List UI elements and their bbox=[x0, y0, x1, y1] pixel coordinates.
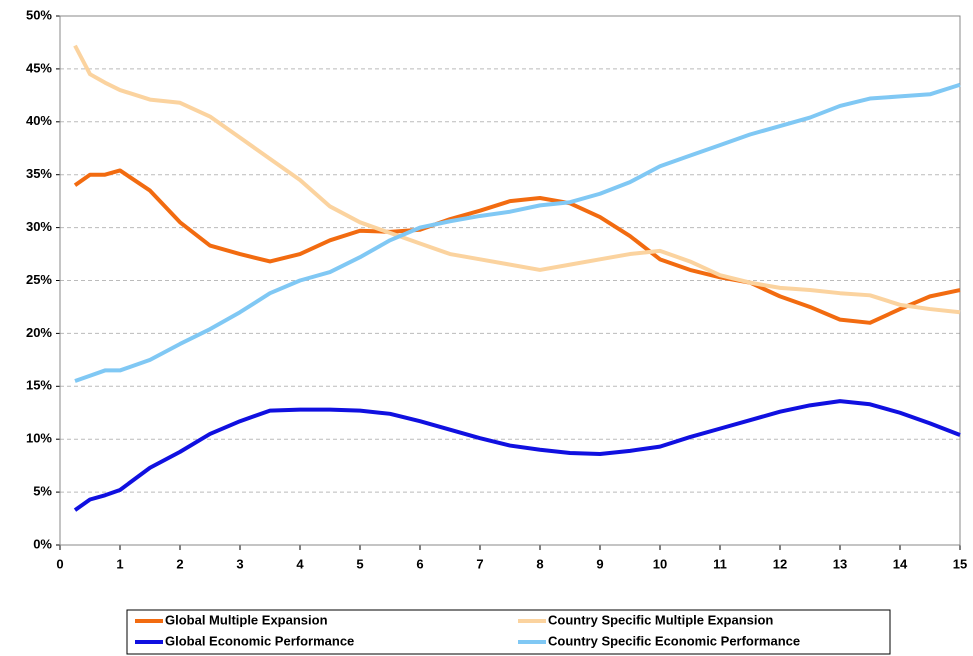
series-line bbox=[73, 44, 961, 315]
legend-box bbox=[126, 609, 891, 655]
x-tick-label: 5 bbox=[356, 556, 363, 571]
series-line bbox=[73, 168, 961, 325]
x-tick-label: 15 bbox=[953, 556, 967, 571]
x-tick-label: 8 bbox=[536, 556, 543, 571]
x-tick-label: 10 bbox=[653, 556, 667, 571]
legend-label: Global Economic Performance bbox=[165, 633, 354, 648]
y-tick-label: 20% bbox=[26, 325, 52, 340]
x-tick-label: 7 bbox=[476, 556, 483, 571]
x-tick-label: 6 bbox=[416, 556, 423, 571]
x-tick-label: 13 bbox=[833, 556, 847, 571]
y-tick-label: 50% bbox=[26, 7, 52, 22]
plot-frame bbox=[59, 15, 961, 546]
x-tick-label: 11 bbox=[713, 556, 727, 571]
x-tick-label: 1 bbox=[116, 556, 123, 571]
x-tick-label: 3 bbox=[236, 556, 243, 571]
y-tick-label: 35% bbox=[26, 166, 52, 181]
x-tick-label: 4 bbox=[296, 556, 304, 571]
y-tick-label: 5% bbox=[33, 484, 52, 499]
y-tick-label: 30% bbox=[26, 219, 52, 234]
legend-label: Country Specific Economic Performance bbox=[548, 633, 800, 648]
x-tick-label: 14 bbox=[893, 556, 908, 571]
y-tick-label: 40% bbox=[26, 113, 52, 128]
x-tick-label: 12 bbox=[773, 556, 787, 571]
y-tick-label: 0% bbox=[33, 536, 52, 551]
y-tick-label: 15% bbox=[26, 378, 52, 393]
y-tick-label: 45% bbox=[26, 60, 52, 75]
y-tick-label: 25% bbox=[26, 272, 52, 287]
legend-label: Global Multiple Expansion bbox=[165, 612, 328, 627]
series-line bbox=[74, 82, 961, 383]
x-tick-label: 9 bbox=[596, 556, 603, 571]
y-tick-label: 10% bbox=[26, 431, 52, 446]
series-line bbox=[73, 399, 961, 512]
x-tick-label: 2 bbox=[176, 556, 183, 571]
legend-label: Country Specific Multiple Expansion bbox=[548, 612, 773, 627]
x-tick-label: 0 bbox=[56, 556, 63, 571]
